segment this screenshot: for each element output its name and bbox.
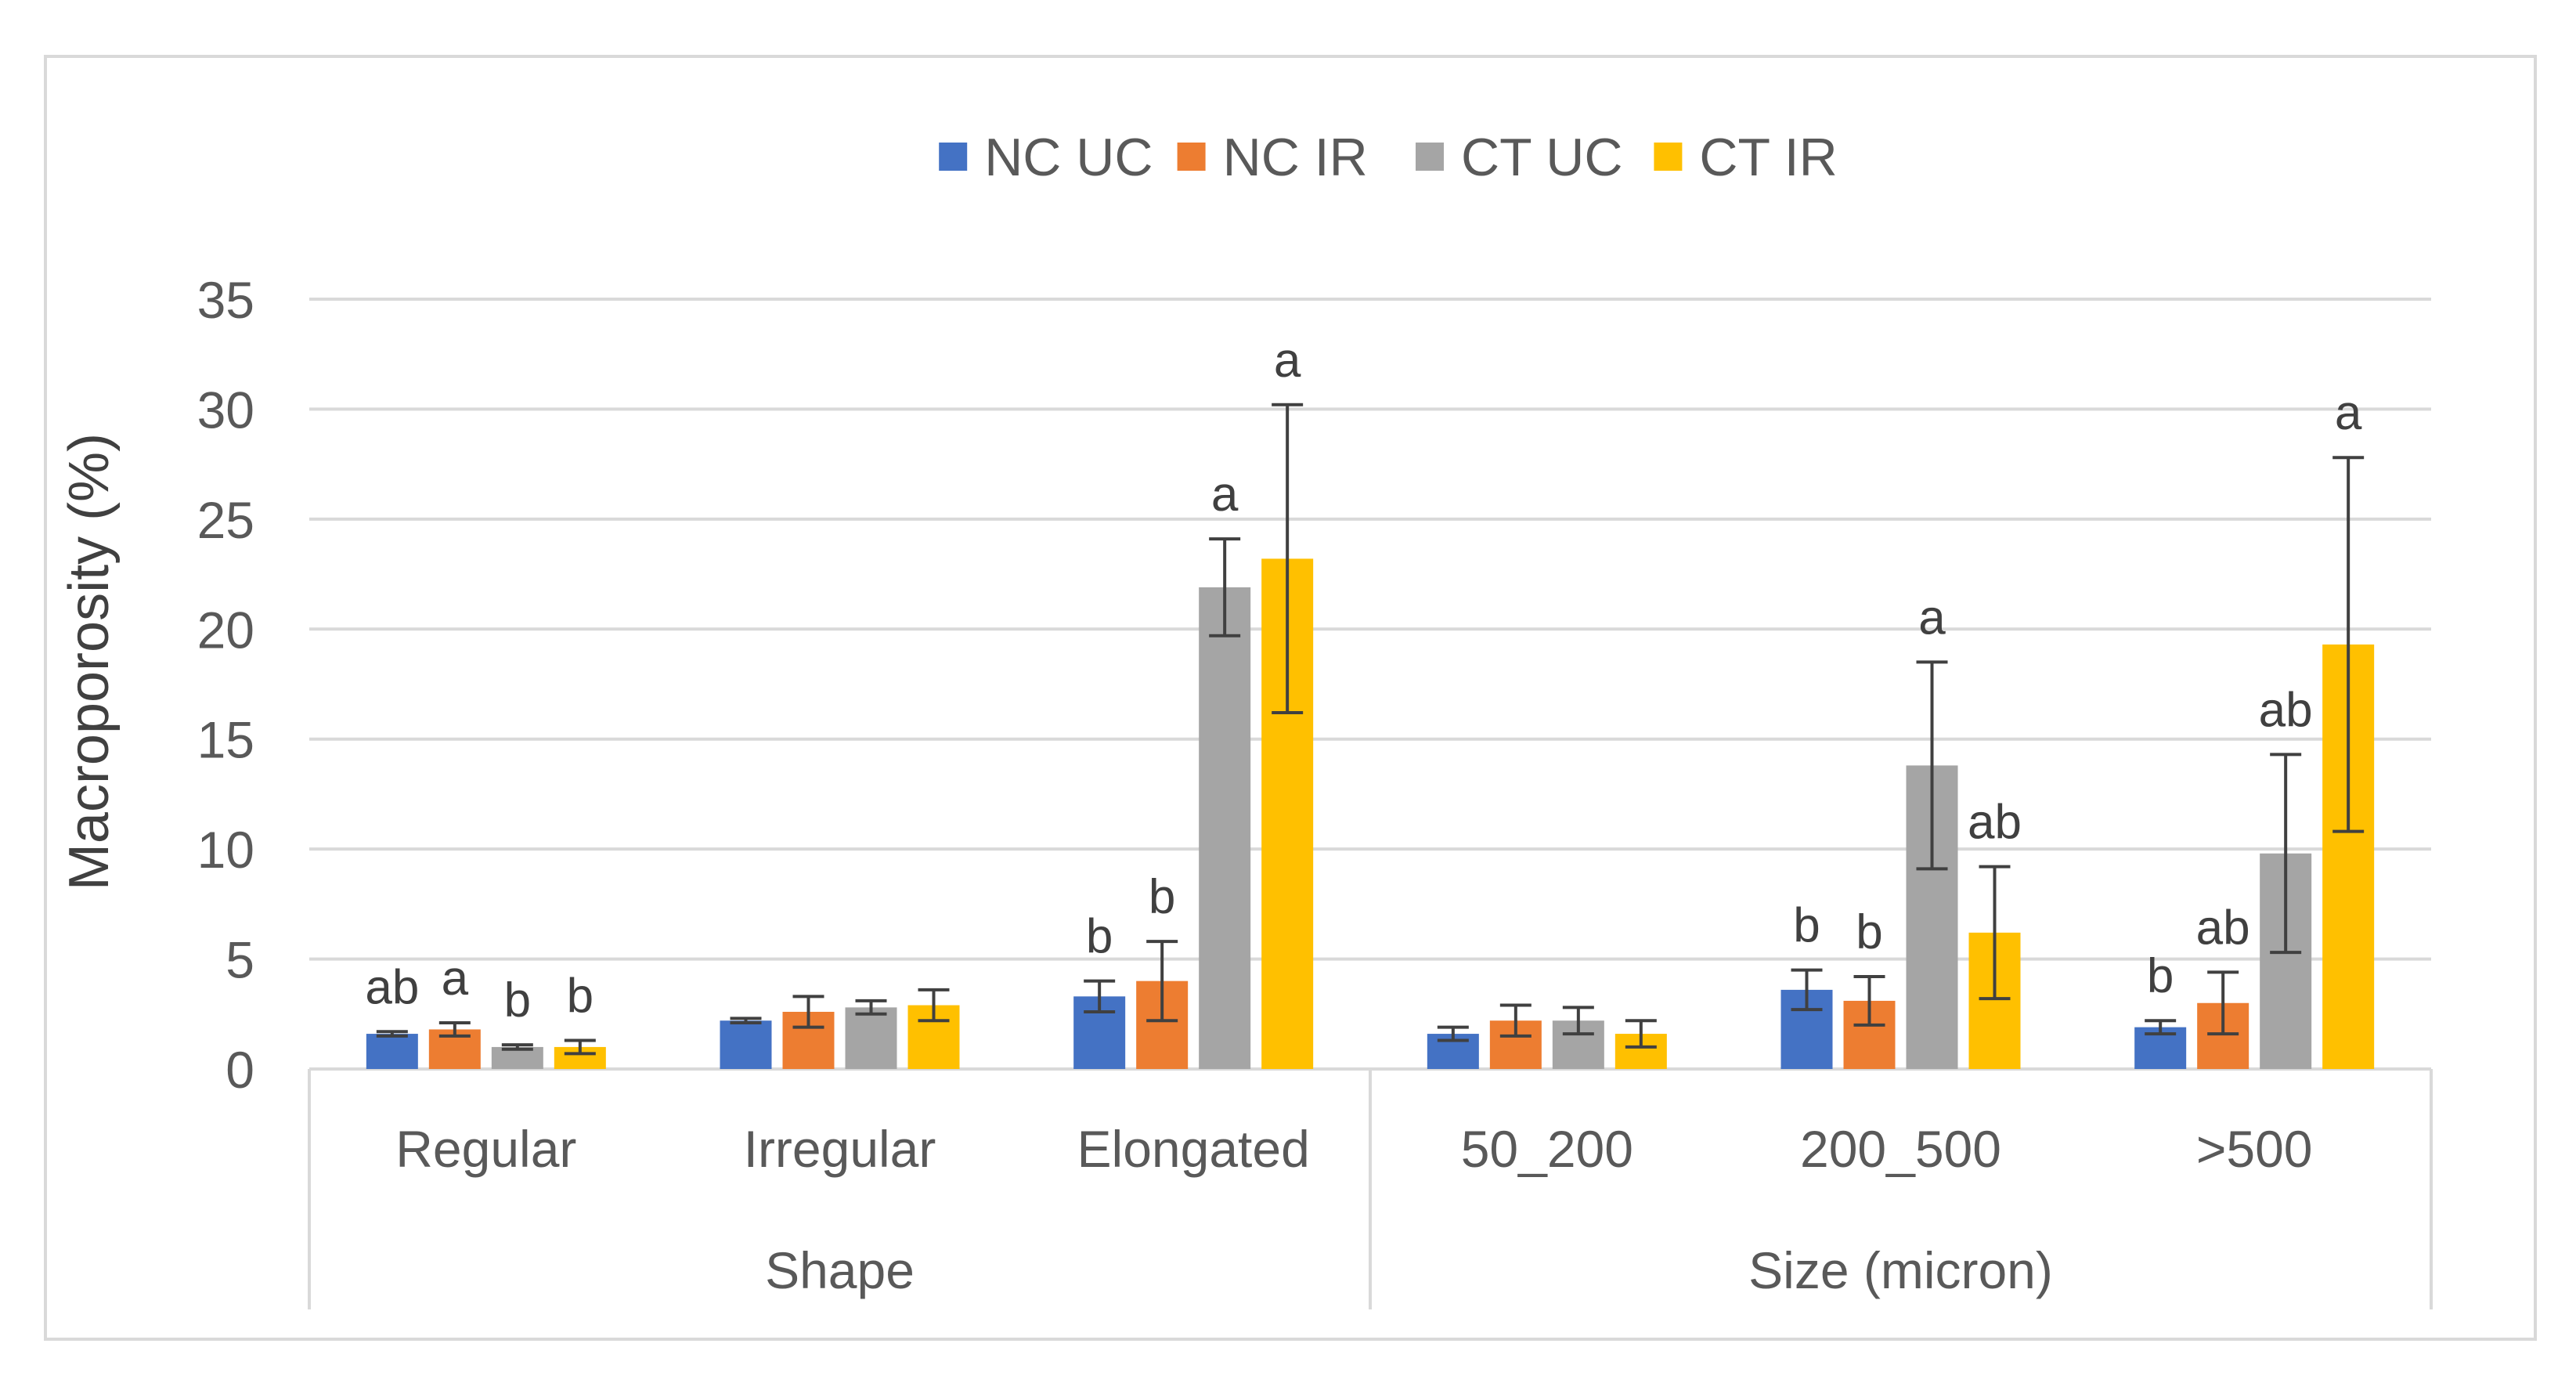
bar xyxy=(720,1020,772,1069)
legend-label: NC UC xyxy=(984,128,1153,187)
x-tick-label: Irregular xyxy=(744,1120,936,1178)
significance-label: ab xyxy=(1968,796,2022,850)
grid-lines xyxy=(309,298,2431,961)
x-tick-label: 50_200 xyxy=(1461,1120,1633,1178)
y-tick-label: 35 xyxy=(197,271,254,329)
significance-label: b xyxy=(567,969,593,1023)
legend-swatch xyxy=(1177,143,1206,171)
x-tick-label: 200_500 xyxy=(1800,1120,2001,1178)
legend-swatch xyxy=(1416,143,1444,171)
bar xyxy=(1199,587,1251,1069)
x-tick-label: Elongated xyxy=(1077,1120,1310,1178)
y-tick-label: 10 xyxy=(197,821,254,879)
legend-label: CT UC xyxy=(1461,128,1623,187)
x-group-label: Shape xyxy=(765,1241,915,1299)
significance-label: b xyxy=(1086,910,1113,964)
significance-label: b xyxy=(504,973,531,1027)
significance-label: b xyxy=(1149,870,1175,924)
x-tick-label: >500 xyxy=(2196,1120,2313,1178)
significance-label: b xyxy=(1856,905,1882,959)
y-tick-label: 0 xyxy=(225,1041,254,1099)
y-tick-label: 30 xyxy=(197,381,254,439)
significance-label: a xyxy=(1211,468,1239,522)
legend-label: CT IR xyxy=(1699,128,1837,187)
legend: NC UC NC IR CT UC CT IR xyxy=(939,128,1838,187)
significance-label: a xyxy=(2335,386,2362,440)
significance-label: a xyxy=(1918,590,1946,645)
x-group-label: Size (micron) xyxy=(1748,1241,2053,1299)
significance-label: b xyxy=(2147,949,2174,1003)
significance-label: ab xyxy=(2259,683,2313,737)
y-tick-label: 15 xyxy=(197,711,254,769)
bars xyxy=(366,403,2375,1069)
y-tick-label: 5 xyxy=(225,931,254,989)
y-axis-label: Macroporosity (%) xyxy=(58,433,121,890)
x-tick-label: Regular xyxy=(395,1120,576,1178)
significance-label: a xyxy=(1274,334,1301,388)
legend-swatch xyxy=(1654,143,1683,171)
significance-label: ab xyxy=(2196,901,2250,955)
significance-label: b xyxy=(1793,899,1820,953)
legend-swatch xyxy=(939,143,968,171)
legend-label: NC IR xyxy=(1223,128,1368,187)
bar xyxy=(845,1007,897,1069)
bar xyxy=(366,1034,418,1069)
axes: 0 5 10 15 20 25 30 35 Regular Irregular Elongated 5… xyxy=(197,271,2433,1309)
significance-label: a xyxy=(442,952,469,1006)
y-tick-label: 20 xyxy=(197,601,254,659)
y-tick-label: 25 xyxy=(197,491,254,549)
significance-label: ab xyxy=(365,960,419,1014)
